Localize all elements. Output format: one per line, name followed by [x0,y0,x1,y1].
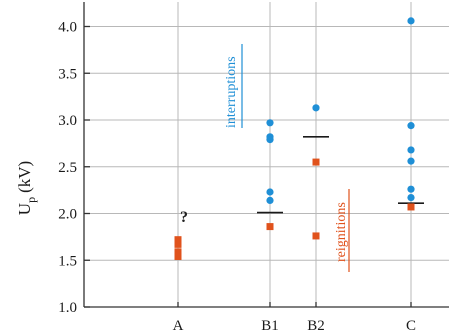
interruption-point [407,157,415,165]
y-tick-label: 2.5 [58,160,77,176]
reignition-point [174,248,182,256]
y-tick-label: 2.0 [58,207,77,223]
interruption-point [407,146,415,154]
y-tick-label: 3.0 [58,113,77,129]
series-labels: interruptions reignitions [224,44,350,272]
interruptions-label: interruptions [224,56,239,128]
reignition-point [266,223,274,231]
y-axis-title-subscript: p [24,197,38,203]
interruption-point [407,185,415,193]
mean-lines [257,136,424,214]
annotations: ? [180,209,188,226]
reignition-point [312,232,320,240]
question-mark-annotation: ? [180,209,188,226]
interruption-point [312,104,320,112]
y-tick-label: 1.5 [58,253,77,269]
x-tick-label: B2 [307,318,325,334]
y-tick-label: 3.5 [58,66,77,82]
interruption-point [266,119,274,127]
interruption-point [266,196,274,205]
reignition-point [312,158,320,166]
interruption-point [266,188,274,196]
interruption-point [407,17,415,25]
x-tick-label: A [173,318,184,334]
x-tick-label: C [406,318,416,334]
data-points [174,17,415,261]
interruption-point [266,136,274,144]
y-axis-title: Up (kV) [15,161,38,215]
interruption-point [407,194,415,202]
y-tick-label: 4.0 [58,20,77,36]
x-tick-labels: A B1 B2 C [173,318,416,334]
reignition-point [174,240,182,248]
reignitions-label: reignitions [334,202,349,262]
y-axis-title-main: U [15,203,34,215]
reignition-point [174,236,182,244]
x-tick-label: B1 [261,318,279,334]
y-axis-title-unit: (kV) [15,161,34,193]
y-tick-label: 1.0 [58,300,77,316]
y-tick-labels: 1.0 1.5 2.0 2.5 3.0 3.5 4.0 [58,20,77,317]
reignition-point [174,253,182,261]
grid [84,2,449,308]
reignition-point [407,203,415,211]
axes [83,2,449,308]
interruption-point [407,122,415,130]
